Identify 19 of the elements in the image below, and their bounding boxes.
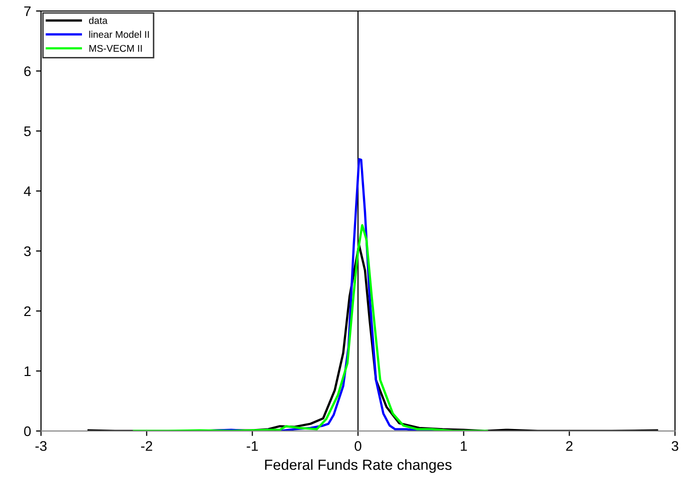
- x-tick-label: -3: [35, 441, 47, 451]
- y-tick-label: 4: [24, 186, 31, 196]
- legend-label: MS-VECM II: [89, 44, 142, 52]
- x-tick-label: 2: [566, 441, 572, 451]
- legend-label: data: [89, 16, 108, 24]
- x-axis-title: Federal Funds Rate changes: [265, 459, 452, 473]
- y-tick-label: 1: [24, 366, 31, 376]
- x-tick-label: -2: [141, 441, 152, 451]
- legend-label: linear Model II: [89, 30, 149, 38]
- y-tick-label: 6: [24, 66, 31, 76]
- y-tick-label: 2: [24, 306, 31, 316]
- x-tick-label: 1: [460, 441, 467, 451]
- y-tick-label: 7: [24, 6, 31, 16]
- x-tick-label: 3: [672, 441, 678, 451]
- y-tick-label: 0: [24, 426, 31, 436]
- y-tick-label: 3: [24, 246, 31, 256]
- y-tick-label: 5: [24, 126, 31, 136]
- x-tick-label: 0: [354, 441, 362, 451]
- x-tick-label: -1: [246, 441, 258, 451]
